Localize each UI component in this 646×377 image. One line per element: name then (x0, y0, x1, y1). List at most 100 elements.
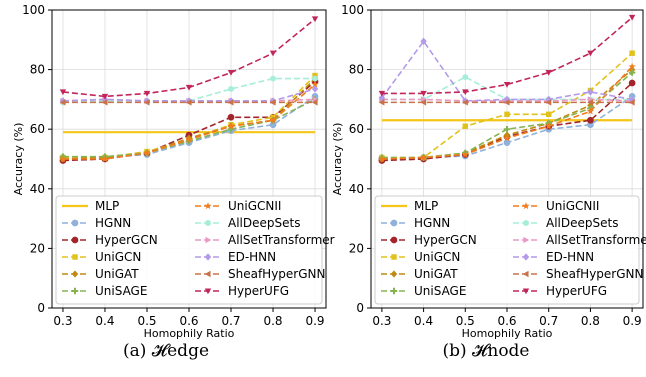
series-sheafhypergnn (378, 99, 635, 106)
x-tick-label: 0.6 (497, 314, 516, 328)
legend-label: ED-HNN (546, 250, 594, 264)
x-tick-label: 0.9 (623, 314, 642, 328)
legend-swatch-marker (204, 253, 212, 261)
legend-label: SheafHyperGNN (546, 267, 644, 281)
data-point-unigcn (504, 111, 510, 118)
data-point-unigcnii (586, 107, 595, 115)
y-tick-label: 80 (30, 63, 45, 77)
y-tick-label: 100 (341, 3, 364, 17)
legend-swatch-marker (391, 254, 397, 260)
legend-item-hypergcn: HyperGCN (62, 233, 158, 247)
y-tick-label: 0 (356, 301, 364, 315)
legend-swatch-marker (204, 202, 212, 210)
legend-swatch-marker (522, 288, 530, 295)
x-tick-label: 0.5 (137, 314, 156, 328)
x-tick-label: 0.9 (305, 314, 324, 328)
data-point-sheafhypergnn (227, 99, 234, 106)
data-point-hyperufg (59, 89, 67, 96)
y-axis-title: Accuracy (%) (12, 123, 25, 196)
data-point-sheafhypergnn (59, 99, 66, 106)
legend-label: UniGCN (414, 250, 460, 264)
data-point-unigcn (545, 111, 552, 118)
legend-label: AllDeepSets (546, 216, 618, 230)
legend-box (374, 195, 640, 305)
legend-label: UniSAGE (95, 284, 147, 298)
legend-item-allsettransformer: AllSetTransformer (195, 233, 335, 247)
x-tick-label: 0.5 (456, 314, 475, 328)
data-point-unigcnii (419, 153, 428, 161)
data-point-unigcn (462, 123, 469, 129)
legend-swatch-marker (205, 236, 212, 244)
legend-swatch-marker (522, 253, 530, 261)
legend-label: UniGAT (95, 267, 139, 281)
legend-item-sheafhypergnn: SheafHyperGNN (513, 267, 644, 281)
legend-item-hyperufg: HyperUFG (195, 284, 289, 298)
legend: MLP HGNN HyperGCN UniGCN UniGAT UniSAGE UniGCN… (55, 195, 335, 305)
data-point-sheafhypergnn (545, 99, 552, 106)
data-point-ed-hnn (587, 88, 594, 96)
data-point-unigcnii (461, 150, 469, 158)
legend-swatch-marker (71, 270, 79, 278)
series-unigcnii (378, 62, 636, 163)
data-point-allsettransformer (312, 96, 319, 103)
data-point-alldeepsets (228, 85, 234, 93)
legend-label: MLP (414, 199, 438, 213)
data-point-sheafhypergnn (628, 99, 635, 106)
data-point-sheafhypergnn (503, 99, 510, 106)
data-point-sheafhypergnn (420, 99, 427, 106)
y-tick-label: 40 (349, 182, 364, 196)
data-point-alldeepsets (270, 75, 276, 82)
legend-swatch-marker (72, 254, 78, 260)
legend-item-mlp: MLP (381, 199, 438, 213)
legend-swatch-marker (205, 219, 211, 227)
legend-swatch-marker (390, 270, 398, 278)
legend-label: UniGCNII (228, 199, 281, 213)
x-axis-title: Homophily Ratio (144, 327, 235, 340)
legend-swatch-marker (523, 219, 529, 227)
legend-label: HGNN (95, 216, 131, 230)
y-axis-title: Accuracy (%) (331, 123, 344, 196)
data-point-allsettransformer (421, 96, 427, 103)
y-tick-label: 80 (349, 63, 364, 77)
legend-label: UniGCN (95, 250, 141, 264)
data-point-hypergcn (628, 79, 636, 87)
legend-label: HGNN (414, 216, 450, 230)
data-point-hyperufg (311, 16, 319, 23)
data-point-sheafhypergnn (269, 99, 276, 106)
legend-label: UniGCNII (546, 199, 599, 213)
legend-swatch-marker (522, 202, 530, 210)
data-point-unigcnii (311, 80, 319, 88)
legend-item-hyperufg: HyperUFG (513, 284, 607, 298)
data-point-unigcnii (59, 155, 67, 163)
legend-label: HyperUFG (228, 284, 289, 298)
data-point-ed-hnn (503, 95, 511, 104)
x-tick-label: 0.6 (179, 314, 198, 328)
data-point-unigcnii (143, 149, 151, 157)
x-tick-label: 0.4 (95, 314, 114, 328)
data-point-sheafhypergnn (462, 99, 468, 106)
data-point-unigcnii (185, 135, 193, 143)
series-hyperufg (59, 16, 319, 100)
data-point-sheafhypergnn (378, 99, 385, 106)
data-point-hyperufg (503, 81, 511, 88)
legend-swatch-marker (71, 236, 79, 244)
legend-label: HyperGCN (414, 233, 477, 247)
data-point-hyperufg (420, 90, 427, 97)
legend-item-allsettransformer: AllSetTransformer (513, 233, 646, 247)
y-tick-label: 60 (349, 122, 364, 136)
data-point-ed-hnn (420, 37, 427, 45)
data-point-unisage (628, 69, 636, 76)
series-unigcnii (59, 80, 319, 163)
legend: MLP HGNN HyperGCN UniGCN UniGAT UniSAGE UniGCN… (374, 195, 646, 305)
legend-swatch-marker (390, 287, 398, 295)
figure-caption: (a) 𝓗edge (123, 341, 209, 361)
data-point-sheafhypergnn (311, 99, 318, 106)
legend-item-sheafhypergnn: SheafHyperGNN (195, 267, 326, 281)
data-point-sheafhypergnn (101, 99, 108, 106)
legend-swatch-marker (71, 287, 79, 295)
data-point-ed-hnn (311, 85, 319, 93)
legend-swatch-marker (204, 270, 211, 278)
legend-label: UniSAGE (414, 284, 466, 298)
figure-caption: (b) 𝓗node (442, 341, 529, 361)
